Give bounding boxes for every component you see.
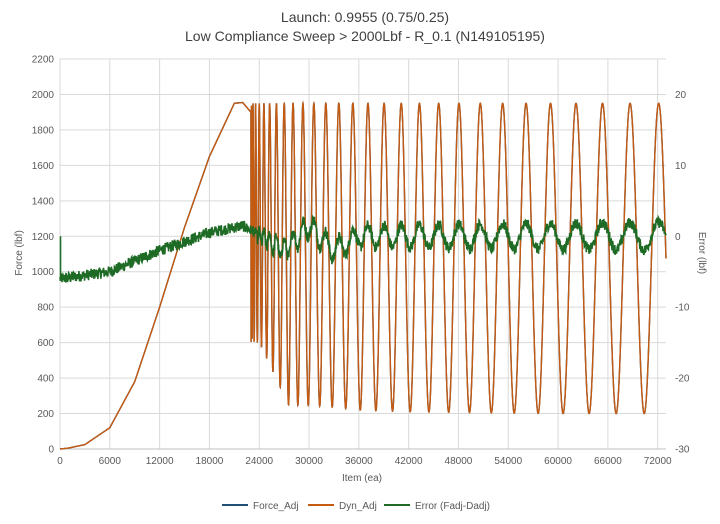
x-tick-label: 18000 <box>196 456 224 467</box>
x-tick-label: 60000 <box>544 456 572 467</box>
tick-labels: 0200400600800100012001400160018002000220… <box>32 55 690 468</box>
x-tick-label: 12000 <box>146 456 174 467</box>
x-tick-label: 6000 <box>99 456 122 467</box>
y-axis-right-title: Error (lbf) <box>696 232 707 274</box>
x-tick-label: 54000 <box>494 456 522 467</box>
series-dyn-adj <box>59 100 667 450</box>
series-layer <box>59 100 667 450</box>
chart-title-line2: Low Compliance Sweep > 2000Lbf - R_0.1 (… <box>185 28 545 44</box>
y-right-tick-label: 20 <box>675 90 687 101</box>
x-tick-label: 24000 <box>245 456 273 467</box>
x-tick-label: 42000 <box>395 456 423 467</box>
y-left-tick-label: 400 <box>37 374 54 385</box>
x-tick-label: 0 <box>57 456 63 467</box>
y-left-tick-label: 800 <box>37 303 54 314</box>
y-left-tick-label: 0 <box>48 445 54 456</box>
y-right-tick-label: 10 <box>675 161 687 172</box>
y-right-tick-label: -10 <box>675 303 690 314</box>
y-left-tick-label: 1400 <box>32 196 55 207</box>
legend-label-dyn: Dyn_Adj <box>339 501 377 512</box>
y-left-tick-label: 600 <box>37 338 54 349</box>
x-tick-label: 36000 <box>345 456 373 467</box>
y-axis-left-title: Force (lbf) <box>14 230 25 276</box>
y-right-tick-label: -30 <box>675 445 690 456</box>
y-left-tick-label: 2000 <box>32 90 55 101</box>
x-tick-label: 72000 <box>644 456 672 467</box>
y-left-tick-label: 1600 <box>32 161 55 172</box>
y-left-tick-label: 1800 <box>32 125 55 136</box>
legend-label-error: Error (Fadj-Dadj) <box>415 501 490 512</box>
x-tick-label: 30000 <box>295 456 323 467</box>
y-right-tick-label: -20 <box>675 374 690 385</box>
y-right-tick-label: 0 <box>675 232 681 243</box>
y-left-tick-label: 1000 <box>32 267 55 278</box>
x-tick-label: 48000 <box>445 456 473 467</box>
series-error <box>59 214 667 283</box>
x-axis-title: Item (ea) <box>342 473 382 484</box>
y-left-tick-label: 2200 <box>32 55 55 66</box>
y-left-tick-label: 1200 <box>32 232 55 243</box>
x-tick-label: 66000 <box>594 456 622 467</box>
chart-title-line1: Launch: 0.9955 (0.75/0.25) <box>281 9 449 25</box>
y-left-tick-label: 200 <box>37 409 54 420</box>
legend-label-force: Force_Adj <box>253 501 299 512</box>
legend: Force_Adj Dyn_Adj Error (Fadj-Dadj) <box>222 501 490 512</box>
